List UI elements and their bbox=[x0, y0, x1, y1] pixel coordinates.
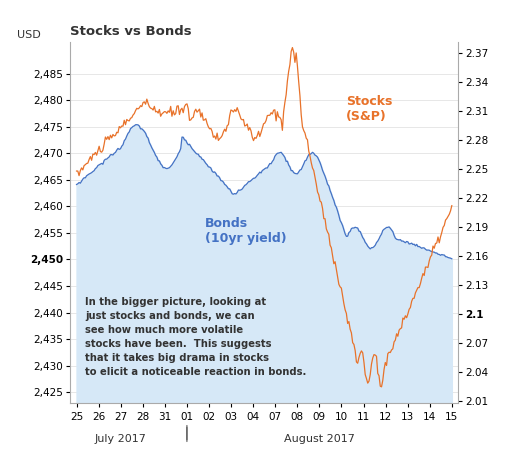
Text: August 2017: August 2017 bbox=[284, 433, 355, 444]
Text: Stocks vs Bonds: Stocks vs Bonds bbox=[70, 25, 192, 38]
Text: In the bigger picture, looking at
just stocks and bonds, we can
see how much mor: In the bigger picture, looking at just s… bbox=[85, 297, 307, 376]
Text: July 2017: July 2017 bbox=[95, 433, 147, 444]
Text: Stocks
(S&P): Stocks (S&P) bbox=[346, 95, 392, 123]
Text: Bonds
(10yr yield): Bonds (10yr yield) bbox=[205, 217, 286, 245]
Text: USD: USD bbox=[18, 30, 41, 40]
